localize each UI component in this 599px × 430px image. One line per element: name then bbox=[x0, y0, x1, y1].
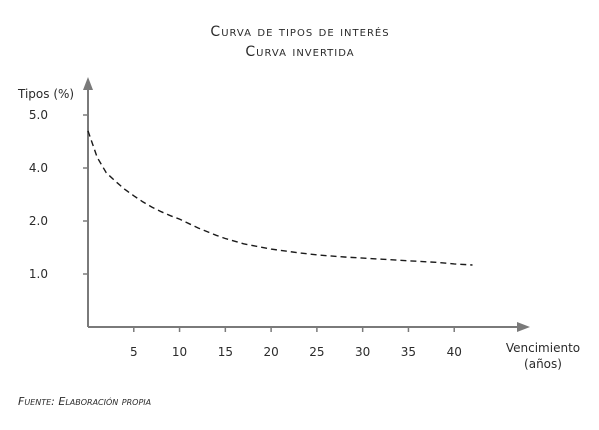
x-tick-label: 30 bbox=[355, 345, 370, 359]
axes bbox=[83, 77, 530, 332]
x-tick-label: 10 bbox=[172, 345, 187, 359]
source-note: Fuente: Elaboración propia bbox=[18, 395, 151, 408]
x-tick-label: 20 bbox=[263, 345, 278, 359]
x-axis-arrow bbox=[517, 322, 530, 332]
y-axis-label: Tipos (%) bbox=[17, 87, 74, 101]
x-axis-label-line2: (años) bbox=[524, 357, 562, 371]
y-tick-label: 4.0 bbox=[29, 161, 48, 175]
x-tick-label: 15 bbox=[218, 345, 233, 359]
y-tick-label: 1.0 bbox=[29, 267, 48, 281]
x-axis-label-line1: Vencimiento bbox=[506, 341, 580, 355]
y-axis-arrow bbox=[83, 77, 93, 90]
y-ticks: 1.0 2.0 4.0 5.0 bbox=[29, 108, 88, 281]
x-tick-label: 25 bbox=[309, 345, 324, 359]
y-tick-label: 5.0 bbox=[29, 108, 48, 122]
x-tick-label: 35 bbox=[401, 345, 416, 359]
y-tick-label: 2.0 bbox=[29, 214, 48, 228]
chart-title: Curva de tipos de interés bbox=[210, 24, 389, 40]
x-tick-label: 5 bbox=[130, 345, 138, 359]
x-ticks: 5 10 15 20 25 30 35 40 bbox=[130, 327, 462, 359]
chart-subtitle: Curva invertida bbox=[245, 44, 354, 60]
series-line-yield-curve bbox=[87, 130, 473, 266]
series-layer bbox=[87, 130, 473, 266]
x-tick-label: 40 bbox=[447, 345, 462, 359]
